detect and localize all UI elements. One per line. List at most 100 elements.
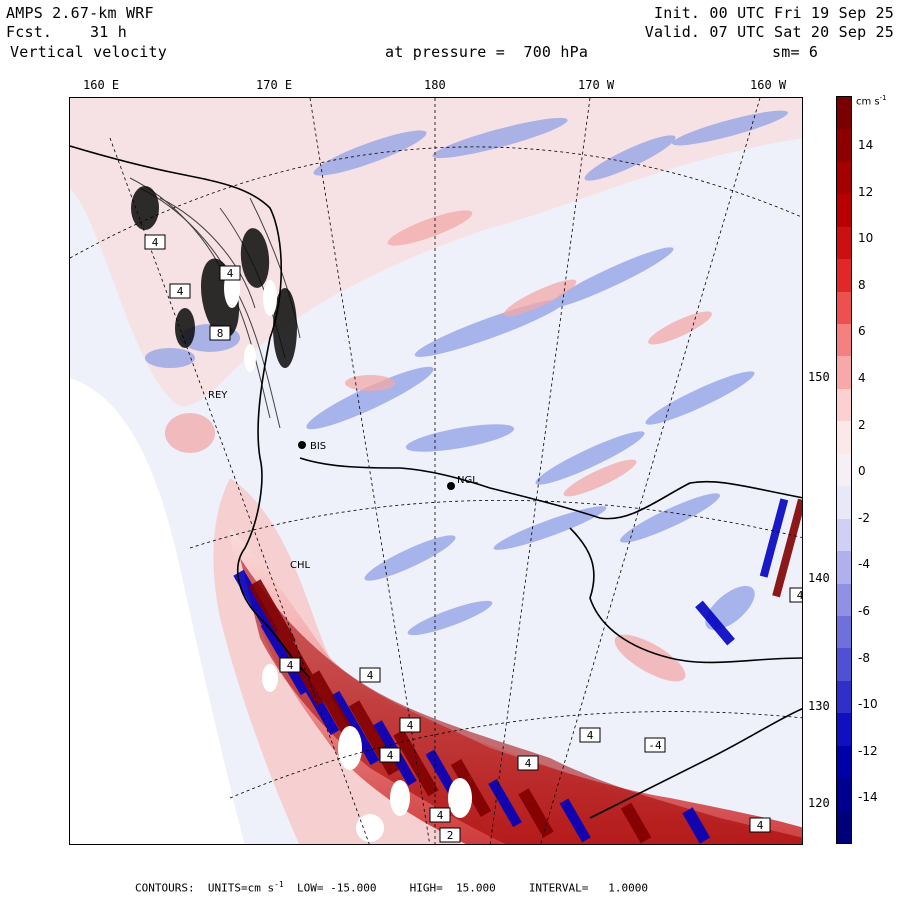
colorbar-segment <box>837 615 851 649</box>
colorbar-tick-label: 4 <box>858 371 866 385</box>
wave-stripes <box>233 498 802 844</box>
extrema-box <box>749 817 771 833</box>
stations: BIS NGL REY CHL <box>208 390 478 571</box>
colorbar <box>836 96 852 844</box>
forecast-label: Fcst. <box>6 23 53 41</box>
colorbar-segment <box>837 97 851 131</box>
station-label-chl: CHL <box>290 560 311 571</box>
colorbar-units: cm s-1 <box>856 94 887 108</box>
colorbar-segment <box>837 226 851 260</box>
colorbar-segment <box>837 453 851 487</box>
colorbar-tick-label: -2 <box>858 510 870 525</box>
colorbar-segment <box>837 421 851 455</box>
colorbar-segment <box>837 680 851 714</box>
colorbar-tick-label: 2 <box>858 417 866 432</box>
colorbar-segment <box>837 356 851 390</box>
station-marker-bis <box>298 441 306 449</box>
footer-low: LOW= -15.000 <box>296 881 377 895</box>
station-label-bis: BIS <box>310 441 326 452</box>
colorbar-segment <box>837 713 851 747</box>
contour-footer: CONTOURS: UNITS=cm s-1 LOW= -15.000 HIGH… <box>135 880 648 895</box>
smoothing-value: sm= 6 <box>772 43 819 61</box>
colorbar-tick-label: -6 <box>858 604 870 618</box>
colorbar-segment <box>837 161 851 195</box>
extrema-value: 8 <box>217 327 224 340</box>
no-data-region <box>70 378 245 844</box>
colorbar-tick-label: 8 <box>858 277 866 292</box>
pressure-level: at pressure = 700 hPa <box>385 43 589 61</box>
colorbar-segment <box>837 745 851 779</box>
lon-label-170e: 170 E <box>256 78 293 92</box>
lon-label-160e: 160 E <box>83 78 120 92</box>
extrema-box <box>644 737 666 753</box>
extrema-value: 4 <box>387 749 394 762</box>
extrema-value: 4 <box>177 285 184 298</box>
colorbar-segment <box>837 551 851 585</box>
colorbar-tick-label: -8 <box>858 650 870 665</box>
extrema-value: 4 <box>367 669 374 682</box>
lon-label-170w: 170 W <box>578 78 615 92</box>
colorbar-segment <box>837 778 851 812</box>
variable-name: Vertical velocity <box>10 43 167 61</box>
colorbar-segment <box>837 583 851 617</box>
coastline <box>70 145 802 819</box>
colorbar-segment <box>837 518 851 552</box>
colorbar-tick-label: 0 <box>858 464 866 479</box>
colorbar-segment <box>837 129 851 163</box>
valid-time: Valid. 07 UTC Sat 20 Sep 25 <box>644 23 894 41</box>
extrema-value: 4 <box>407 719 414 732</box>
footer-high: HIGH= 15.000 <box>409 881 496 895</box>
colorbar-segment <box>837 810 851 843</box>
colorbar-segment <box>837 388 851 422</box>
extrema-value: 2 <box>447 829 454 842</box>
forecast-hours: 31 h <box>90 23 127 41</box>
extrema-box <box>144 234 166 250</box>
extrema-value: 4 <box>287 659 294 672</box>
colorbar-tick-label: -10 <box>858 697 878 712</box>
footer-interval: INTERVAL= 1.0000 <box>528 881 649 895</box>
colorbar-tick-label: 10 <box>858 231 874 246</box>
station-label-rey: REY <box>208 390 228 401</box>
model-title: AMPS 2.67-km WRF <box>6 4 154 22</box>
colorbar-segment <box>837 324 851 358</box>
station-marker-ngl <box>447 482 455 490</box>
colorbar-segment <box>837 291 851 325</box>
extrema-box <box>279 657 301 673</box>
extrema-value: 4 <box>152 236 159 249</box>
extrema-box <box>789 587 802 603</box>
extrema-box <box>429 807 451 823</box>
colorbar-tick-label: 6 <box>858 324 866 339</box>
colorbar-tick-label: -4 <box>858 557 870 572</box>
footer-units: UNITS=cm s <box>207 881 275 895</box>
colorbar-segment <box>837 648 851 682</box>
lon-label-180: 180 <box>424 78 446 92</box>
colorbar-tick-label: 12 <box>858 184 874 199</box>
footer-units-exp: -1 <box>274 880 284 889</box>
extrema-box <box>379 747 401 763</box>
extrema-box <box>359 667 381 683</box>
extrema-value: 4 <box>525 757 532 770</box>
extrema-box <box>219 265 241 281</box>
colorbar-tick-label: -14 <box>858 790 878 805</box>
colorbar-segment <box>837 259 851 293</box>
extrema-box <box>169 283 191 299</box>
colorbar-tick-label: 14 <box>858 138 874 152</box>
extrema-value: 4 <box>227 267 234 280</box>
extrema-box <box>439 827 461 843</box>
footer-contours-label: CONTOURS: <box>135 881 195 895</box>
extrema-box <box>579 727 601 743</box>
colorbar-segment <box>837 486 851 520</box>
extrema-value: 4 <box>797 589 803 602</box>
colorbar-tick-label: -12 <box>858 743 878 758</box>
init-time: Init. 00 UTC Fri 19 Sep 25 <box>654 4 894 22</box>
extrema-value: 4 <box>437 809 444 822</box>
extrema-value: 4 <box>757 819 764 832</box>
colorbar-segment <box>837 194 851 228</box>
extrema-box <box>517 755 539 771</box>
extrema-value: 4 <box>587 729 594 742</box>
station-label-ngl: NGL <box>457 475 478 486</box>
extrema-box <box>209 325 231 341</box>
extrema-value: -4 <box>648 739 662 752</box>
